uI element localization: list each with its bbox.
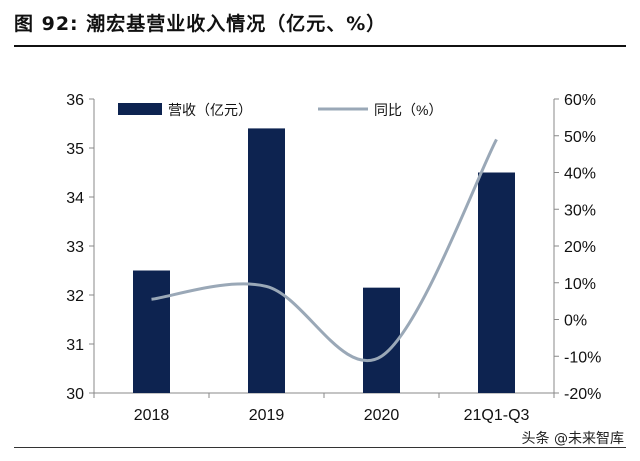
bar-series	[133, 128, 515, 393]
revenue-bar	[363, 287, 400, 393]
figure-title: 图 92: 潮宏基营业收入情况（亿元、%）	[14, 13, 387, 35]
legend-label-line: 同比（%）	[374, 102, 442, 118]
right-tick-label: 0%	[564, 313, 587, 330]
left-tick-label: 34	[66, 190, 84, 207]
chart-legend: 营收（亿元） 同比（%）	[118, 102, 442, 118]
right-tick-label: 10%	[564, 276, 596, 293]
right-tick-label: 50%	[564, 129, 596, 146]
right-tick-label: -10%	[564, 349, 601, 366]
line-series	[151, 138, 498, 363]
left-tick-label: 32	[66, 288, 84, 305]
left-tick-label: 33	[66, 239, 84, 256]
left-tick-label: 31	[66, 337, 84, 354]
left-tick-label: 36	[66, 92, 84, 109]
right-tick-label: 30%	[564, 202, 596, 219]
footer-divider	[14, 447, 626, 448]
legend-swatch-bar	[118, 103, 162, 115]
right-tick-label: 40%	[564, 166, 596, 183]
chart-axes: 30 31 32 33 34 35 36 -20% -10% 0% 10% 20% 30% 40% 50% 6…	[66, 92, 601, 424]
left-tick-label: 35	[66, 141, 84, 158]
revenue-bar	[478, 172, 515, 393]
right-tick-label: -20%	[564, 386, 601, 403]
x-tick-label: 2018	[134, 407, 170, 424]
x-tick-label: 2020	[364, 407, 400, 424]
left-tick-label: 30	[66, 386, 84, 403]
x-tick-label: 21Q1-Q3	[464, 407, 530, 424]
x-tick-label: 2019	[249, 407, 285, 424]
yoy-growth-line	[151, 138, 498, 363]
title-divider	[14, 45, 626, 47]
legend-label-bar: 营收（亿元）	[168, 102, 252, 118]
right-tick-label: 60%	[564, 92, 596, 109]
revenue-bar	[248, 128, 285, 393]
source-watermark: 头条 @未来智库	[521, 431, 624, 447]
revenue-bar	[133, 270, 170, 393]
right-tick-label: 20%	[564, 239, 596, 256]
